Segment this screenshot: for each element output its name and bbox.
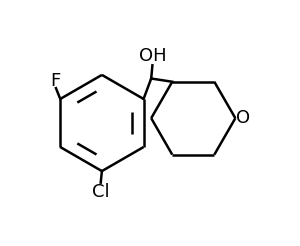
Text: Cl: Cl: [92, 183, 110, 200]
Text: OH: OH: [139, 47, 166, 65]
Text: F: F: [50, 72, 60, 90]
Text: O: O: [236, 109, 250, 127]
